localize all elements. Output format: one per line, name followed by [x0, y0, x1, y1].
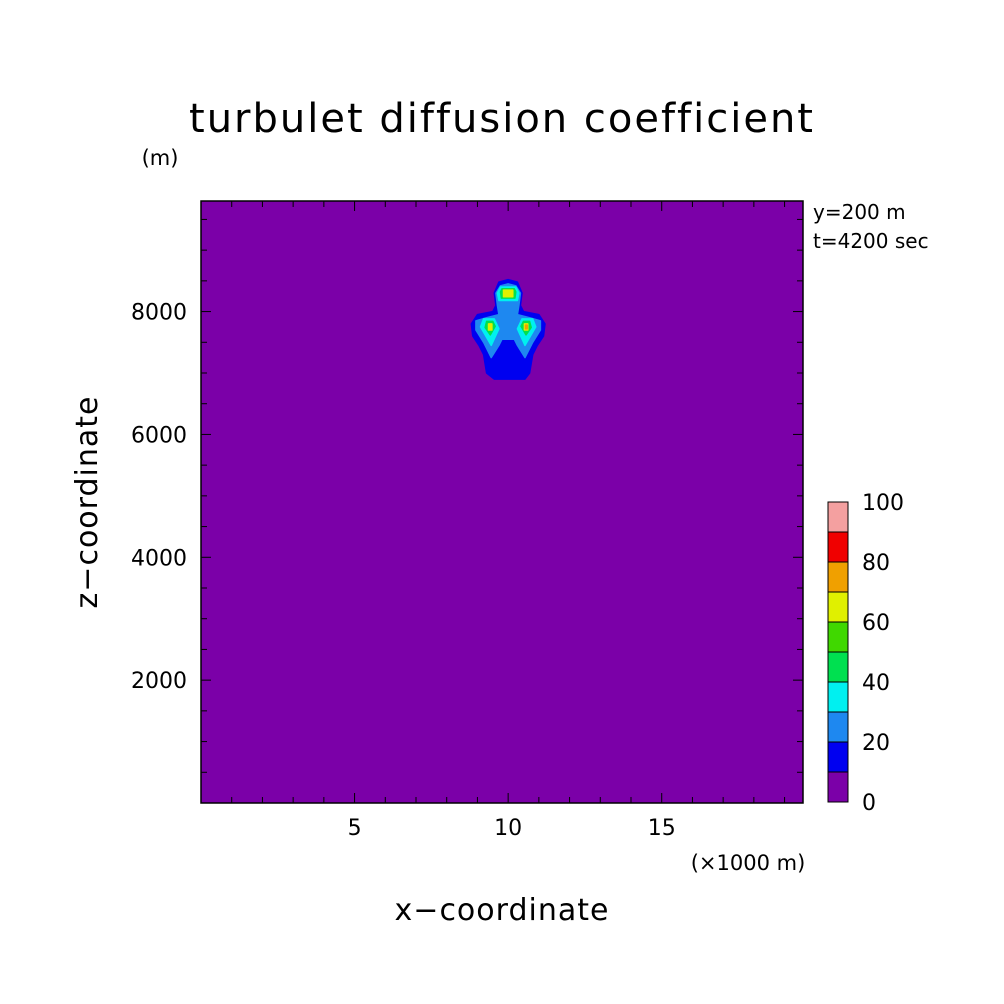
contour-level-60-8 [502, 289, 514, 298]
colorbar-segment-0 [827, 771, 849, 803]
colorbar-segment-50 [827, 621, 849, 653]
annotation-time: t=4200 sec [813, 229, 929, 253]
x-axis-title: x−coordinate [395, 893, 610, 928]
y-axis-title: z−coordinate [70, 396, 105, 609]
colorbar-segment-90 [827, 501, 849, 533]
colorbar-segment-10 [827, 741, 849, 773]
x-tick-label-15: 15 [648, 816, 676, 841]
contour-level-70-11 [524, 324, 528, 330]
y-unit-label: (m) [142, 146, 179, 170]
colorbar-segment-70 [827, 561, 849, 593]
contour-fills [470, 278, 546, 380]
colorbar-label-60: 60 [862, 611, 890, 636]
y-tick-label-8000: 8000 [131, 301, 187, 326]
colorbar-label-40: 40 [862, 671, 890, 696]
axis-ticks [201, 201, 803, 803]
contour-level-60-9 [487, 323, 493, 331]
x-tick-label-5: 5 [348, 816, 362, 841]
x-unit-label: (×1000 m) [691, 851, 806, 875]
y-tick-labels: 2000 4000 6000 8000 [131, 301, 187, 695]
y-tick-label-4000: 4000 [131, 546, 187, 571]
y-tick-label-6000: 6000 [131, 423, 187, 448]
colorbar-segment-40 [827, 651, 849, 683]
x-tick-label-10: 10 [494, 816, 522, 841]
colorbar-segment-60 [827, 591, 849, 623]
colorbar-label-20: 20 [862, 731, 890, 756]
colorbar-segment-30 [827, 681, 849, 713]
colorbar-label-100: 100 [862, 491, 904, 516]
colorbar: 0 20 40 60 80 100 [827, 491, 904, 816]
plot-area [200, 200, 804, 804]
colorbar-label-80: 80 [862, 551, 890, 576]
x-tick-labels: 5 10 15 [348, 816, 676, 841]
y-tick-label-2000: 2000 [131, 669, 187, 694]
colorbar-label-0: 0 [862, 791, 876, 816]
chart-title: turbulet diffusion coefficient [189, 96, 815, 142]
colorbar-segment-80 [827, 531, 849, 563]
annotation-y-position: y=200 m [813, 200, 906, 224]
colorbar-segment-20 [827, 711, 849, 743]
plot-frame [200, 200, 804, 804]
